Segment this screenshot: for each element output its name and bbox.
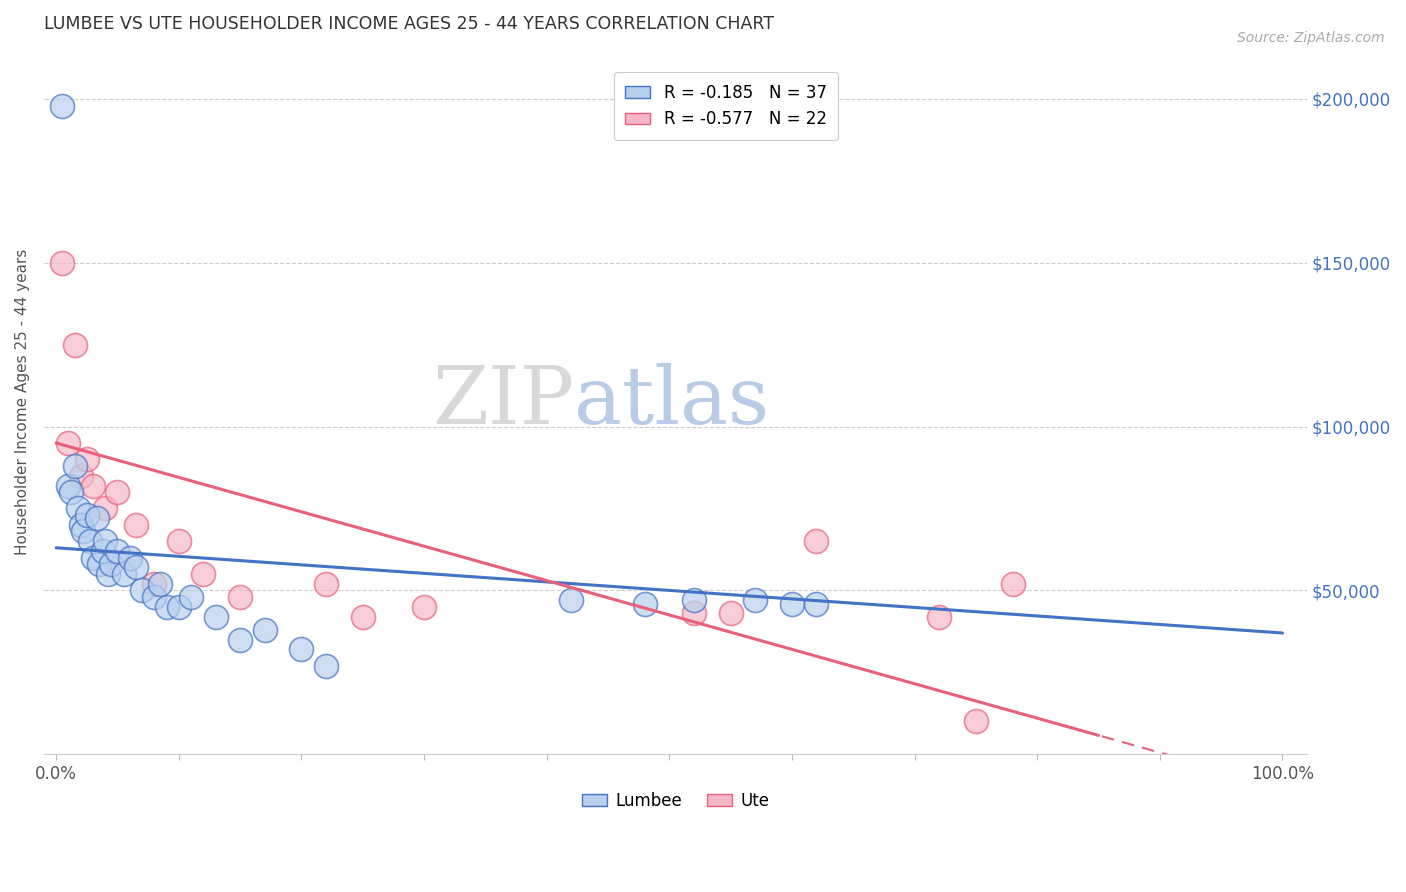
Point bbox=[94, 534, 117, 549]
Point bbox=[125, 517, 148, 532]
Point bbox=[180, 590, 202, 604]
Text: Source: ZipAtlas.com: Source: ZipAtlas.com bbox=[1237, 31, 1385, 45]
Point bbox=[253, 623, 276, 637]
Point bbox=[72, 524, 94, 539]
Point bbox=[91, 544, 114, 558]
Point bbox=[107, 544, 129, 558]
Point bbox=[352, 609, 374, 624]
Point bbox=[69, 468, 91, 483]
Point bbox=[560, 593, 582, 607]
Point bbox=[94, 501, 117, 516]
Point bbox=[315, 577, 337, 591]
Point bbox=[143, 590, 166, 604]
Point bbox=[131, 583, 153, 598]
Point bbox=[290, 642, 312, 657]
Point bbox=[107, 485, 129, 500]
Point bbox=[79, 534, 101, 549]
Point bbox=[51, 256, 73, 270]
Point bbox=[167, 534, 190, 549]
Point bbox=[682, 607, 704, 621]
Point bbox=[806, 534, 828, 549]
Point bbox=[720, 607, 742, 621]
Point bbox=[100, 558, 122, 572]
Text: atlas: atlas bbox=[575, 363, 769, 441]
Point bbox=[928, 609, 950, 624]
Point bbox=[125, 560, 148, 574]
Point bbox=[229, 590, 252, 604]
Text: ZIP: ZIP bbox=[433, 363, 575, 441]
Point bbox=[204, 609, 226, 624]
Point bbox=[965, 714, 987, 729]
Point bbox=[634, 597, 657, 611]
Point bbox=[69, 517, 91, 532]
Point bbox=[59, 485, 82, 500]
Point bbox=[82, 550, 104, 565]
Point bbox=[63, 337, 86, 351]
Point bbox=[1001, 577, 1024, 591]
Point bbox=[744, 593, 766, 607]
Point bbox=[155, 599, 177, 614]
Point bbox=[143, 577, 166, 591]
Legend: Lumbee, Ute: Lumbee, Ute bbox=[575, 785, 776, 816]
Point bbox=[67, 501, 90, 516]
Point bbox=[315, 658, 337, 673]
Point bbox=[118, 550, 141, 565]
Y-axis label: Householder Income Ages 25 - 44 years: Householder Income Ages 25 - 44 years bbox=[15, 249, 30, 555]
Point bbox=[58, 436, 80, 450]
Point bbox=[63, 458, 86, 473]
Point bbox=[149, 577, 172, 591]
Point bbox=[193, 567, 215, 582]
Point bbox=[76, 508, 98, 522]
Point bbox=[58, 478, 80, 492]
Point bbox=[806, 597, 828, 611]
Point bbox=[112, 567, 135, 582]
Point bbox=[87, 558, 110, 572]
Point bbox=[86, 511, 108, 525]
Point bbox=[76, 452, 98, 467]
Point bbox=[51, 98, 73, 112]
Point bbox=[97, 567, 120, 582]
Point bbox=[82, 478, 104, 492]
Point bbox=[167, 599, 190, 614]
Point bbox=[229, 632, 252, 647]
Text: LUMBEE VS UTE HOUSEHOLDER INCOME AGES 25 - 44 YEARS CORRELATION CHART: LUMBEE VS UTE HOUSEHOLDER INCOME AGES 25… bbox=[44, 15, 773, 33]
Point bbox=[413, 599, 436, 614]
Point bbox=[780, 597, 803, 611]
Point bbox=[682, 593, 704, 607]
